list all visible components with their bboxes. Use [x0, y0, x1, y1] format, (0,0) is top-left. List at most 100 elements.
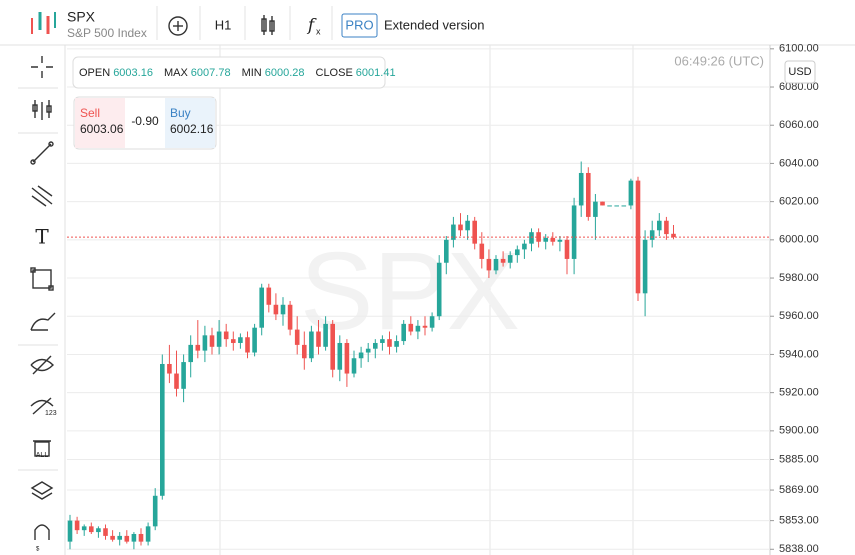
- candle-body: [117, 535, 122, 540]
- ohlc-label: MIN: [242, 67, 262, 79]
- candle-body: [429, 316, 435, 328]
- delete-all-tool[interactable]: ALL: [33, 440, 51, 459]
- svg-text:$: $: [36, 547, 40, 553]
- candle-body: [110, 535, 115, 540]
- candle-body: [571, 205, 577, 259]
- indicators-button[interactable]: f: [306, 16, 317, 36]
- candle-body: [479, 243, 485, 259]
- y-tick-label: 5920.00: [779, 387, 819, 399]
- crosshair-tool[interactable]: [31, 56, 53, 78]
- candle-body: [302, 344, 307, 359]
- add-indicator-button[interactable]: [168, 16, 188, 36]
- candle-body: [635, 180, 641, 294]
- candle-body: [323, 323, 328, 347]
- timeframe-button[interactable]: H1: [215, 17, 232, 32]
- y-tick-label: 6000.00: [779, 234, 819, 246]
- candle-body: [138, 533, 144, 542]
- candle-body: [96, 528, 101, 533]
- candle-body: [89, 526, 94, 533]
- y-tick-label: 5869.00: [779, 484, 819, 496]
- candle-body: [81, 526, 87, 531]
- layers-tool[interactable]: [30, 481, 54, 500]
- candle-body: [458, 224, 463, 231]
- candle-body: [160, 363, 165, 496]
- y-tick-label: 5885.00: [779, 453, 819, 465]
- candle-body: [316, 331, 321, 347]
- candle-body: [387, 339, 392, 347]
- candle-body: [515, 249, 520, 256]
- candle-body: [195, 344, 201, 351]
- sell-price[interactable]: 6003.06: [80, 122, 124, 136]
- candle-body: [152, 495, 158, 527]
- candle-body: [657, 220, 662, 231]
- indicators-button-x[interactable]: x: [316, 26, 321, 36]
- candle-body: [380, 339, 385, 343]
- candle-body: [642, 239, 648, 294]
- candle-body: [124, 535, 130, 542]
- ohlc-value: 6000.28: [265, 67, 305, 79]
- candle-body: [131, 533, 137, 542]
- candle-body: [358, 352, 364, 359]
- chart-type-button[interactable]: [261, 15, 275, 35]
- indicators-tool[interactable]: [32, 100, 52, 120]
- candle-body: [536, 232, 541, 242]
- candle-body: [145, 526, 151, 542]
- y-tick-label: 5980.00: [779, 272, 819, 284]
- ohlc-value: 6003.16: [113, 67, 153, 79]
- svg-text:ALL: ALL: [36, 452, 49, 459]
- shape-tool[interactable]: [30, 267, 54, 291]
- candle-body: [309, 331, 314, 359]
- brush-tool[interactable]: [30, 312, 56, 331]
- buy-label[interactable]: Buy: [170, 106, 191, 120]
- candle-body: [394, 341, 399, 347]
- text-tool[interactable]: T: [35, 225, 49, 249]
- currency[interactable]: USD: [788, 66, 811, 78]
- candle-body: [373, 342, 378, 349]
- hide-drawings-tool[interactable]: [30, 355, 54, 375]
- candle-body: [522, 243, 527, 250]
- candle-body: [493, 258, 499, 271]
- hide-labels-tool[interactable]: 123: [30, 397, 57, 417]
- candle-body: [486, 258, 492, 271]
- y-tick-label: 6080.00: [779, 81, 819, 93]
- sell-label[interactable]: Sell: [80, 106, 100, 120]
- pro-badge[interactable]: [341, 13, 378, 38]
- currency-button[interactable]: [784, 60, 816, 84]
- y-tick-label: 6100.00: [779, 43, 819, 55]
- candle-body: [564, 239, 570, 259]
- candle-body: [273, 304, 279, 315]
- candle-body: [167, 363, 172, 374]
- candle-body: [401, 323, 406, 342]
- y-tick-label: 6040.00: [779, 157, 819, 169]
- spread: -0.90: [131, 114, 159, 128]
- sell-button[interactable]: [75, 98, 125, 148]
- ohlc-label: CLOSE: [316, 67, 353, 79]
- candle-body: [287, 304, 293, 330]
- candle-body: [465, 220, 470, 231]
- y-tick-label: 6020.00: [779, 196, 819, 208]
- candle-body: [188, 344, 193, 363]
- candle-body: [238, 337, 243, 343]
- pro-label[interactable]: PRO: [345, 17, 373, 32]
- fib-tool[interactable]: [31, 185, 53, 207]
- buy-price[interactable]: 6002.16: [170, 122, 214, 136]
- candle-body: [209, 335, 215, 347]
- candle-body: [543, 237, 548, 242]
- candle-body: [422, 325, 428, 328]
- candle-body: [415, 325, 421, 332]
- candle-body: [529, 232, 534, 244]
- candle-body: [472, 220, 477, 244]
- candle-body: [578, 172, 584, 206]
- extended-version[interactable]: Extended version: [384, 17, 484, 32]
- trendline-tool[interactable]: [30, 141, 54, 165]
- candle-body: [202, 335, 208, 351]
- candle-body: [557, 239, 563, 242]
- magnet-tool[interactable]: $: [34, 524, 50, 553]
- y-tick-label: 5838.00: [779, 543, 819, 555]
- candle-body: [365, 348, 371, 353]
- candle-body: [259, 287, 264, 328]
- candle-body: [614, 205, 619, 207]
- svg-text:123: 123: [45, 410, 57, 417]
- buy-button[interactable]: [165, 98, 215, 148]
